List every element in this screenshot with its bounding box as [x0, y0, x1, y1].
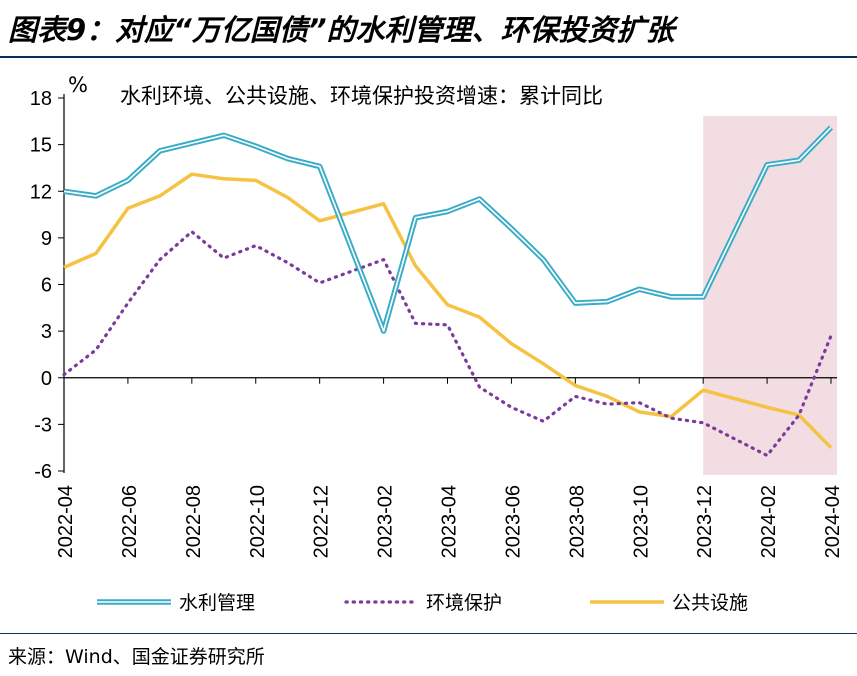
series-double-group	[63, 125, 833, 334]
x-tick-label: 2023-02	[375, 485, 397, 558]
x-tick-label: 2022-12	[311, 485, 333, 558]
legend-label: 水利管理	[179, 592, 255, 614]
legend-item: 水利管理	[97, 592, 255, 614]
y-tick-label: 18	[30, 88, 52, 110]
y-tick-label: 0	[41, 368, 52, 390]
x-tick-label: 2024-02	[758, 485, 780, 558]
x-tick-label: 2023-12	[694, 485, 716, 558]
legend-label: 环境保护	[426, 592, 502, 614]
series-line	[63, 172, 833, 449]
series-line	[62, 230, 833, 458]
legend-item: 环境保护	[344, 592, 502, 614]
y-tick-label: 6	[41, 275, 52, 297]
y-tick-label: 12	[30, 181, 52, 203]
x-tick-label: 2022-06	[119, 485, 141, 558]
source-divider	[0, 633, 857, 634]
chart-subtitle: 水利环境、公共设施、环境保护投资增速：累计同比	[120, 84, 603, 108]
series-dotted-group	[62, 230, 833, 458]
x-tick-label: 2023-06	[502, 485, 524, 558]
x-tick-label: 2024-04	[822, 485, 844, 558]
legend-item: 公共设施	[590, 592, 748, 614]
title-divider	[0, 56, 857, 58]
x-tick-label: 2023-10	[630, 485, 652, 558]
y-tick-label: 15	[30, 135, 52, 157]
legend: 水利管理 环境保护 公共设施	[97, 592, 748, 614]
series-line-inner	[63, 126, 832, 332]
y-tick-label: 3	[41, 321, 52, 343]
y-tick-label: 9	[41, 228, 52, 250]
y-axis-unit-label: %	[68, 73, 88, 97]
highlight-region-layer	[703, 116, 837, 475]
chart-title: 图表9：对应“万亿国债”的水利管理、环保投资扩张	[8, 13, 675, 47]
series-layer	[62, 125, 833, 458]
x-tick-label: 2022-10	[247, 485, 269, 558]
source-note: 来源：Wind、国金证券研究所	[8, 646, 265, 668]
x-tick-label: 2022-08	[183, 485, 205, 558]
x-tick-label: 2022-04	[55, 485, 77, 558]
series-solid-group	[63, 172, 833, 449]
x-tick-label: 2023-04	[439, 485, 461, 558]
highlight-region	[703, 116, 837, 475]
x-tick-label: 2023-08	[566, 485, 588, 558]
legend-label: 公共设施	[672, 592, 748, 614]
y-tick-label: -6	[34, 461, 52, 483]
y-tick-label: -3	[34, 414, 52, 436]
